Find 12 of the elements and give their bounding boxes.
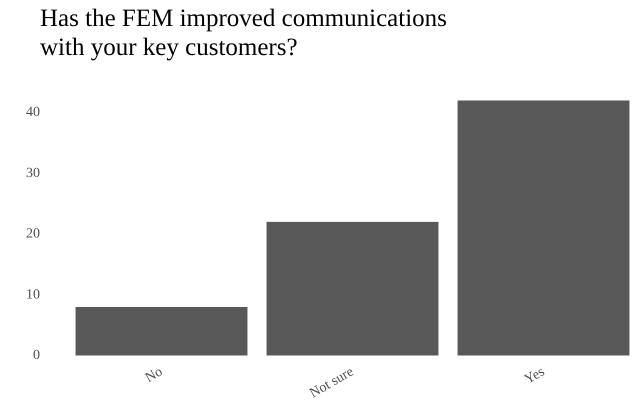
x-tick-label: Yes: [522, 364, 548, 388]
bar: [266, 222, 438, 356]
y-tick-label: 10: [26, 287, 40, 302]
chart-title: Has the FEM improved communications with your key customers?: [40, 4, 448, 62]
x-tick-label: Not sure: [307, 364, 356, 402]
bar: [76, 306, 248, 356]
y-tick-label: 0: [33, 348, 40, 364]
y-tick-label: 40: [26, 105, 40, 120]
y-tick-label: 30: [26, 166, 40, 181]
y-tick-label: 20: [26, 226, 40, 242]
bar: [458, 100, 630, 356]
x-tick-label: No: [143, 364, 166, 386]
